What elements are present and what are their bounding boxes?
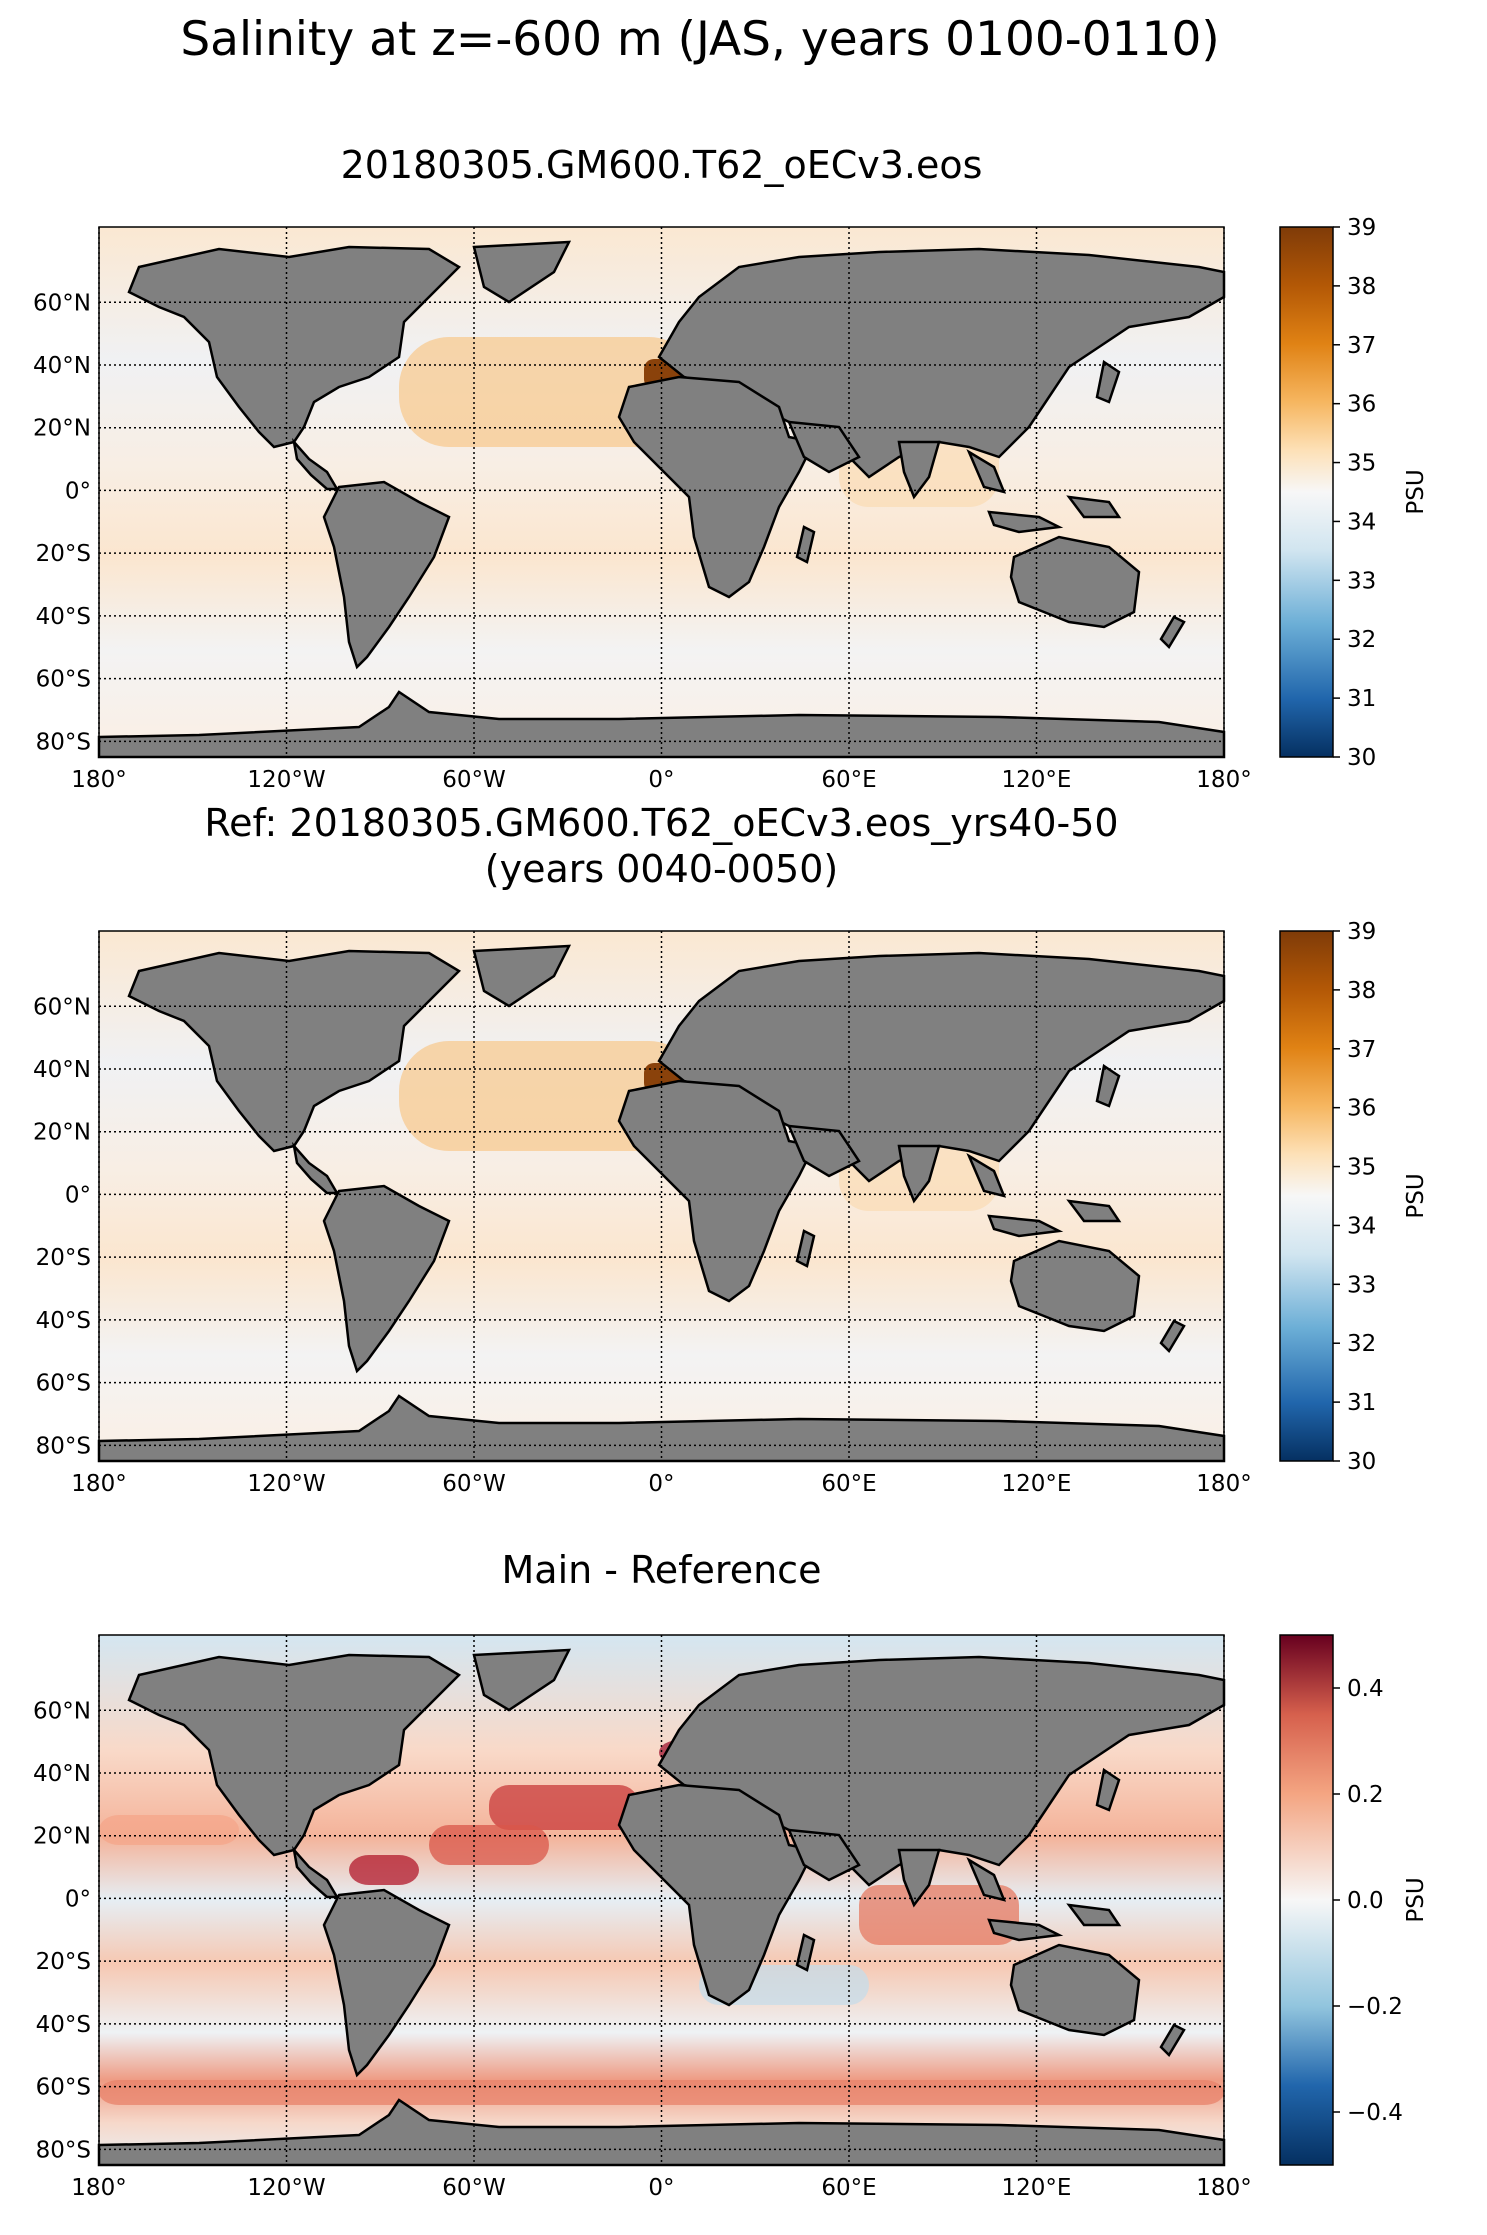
lon-tick-label: 180° (71, 2175, 126, 2201)
lon-tick-label: 120°W (247, 1471, 325, 1497)
panel-title-reference-line1: Ref: 20180305.GM600.T62_oECv3.eos_yrs40-… (204, 801, 1119, 845)
figure-title: Salinity at z=-600 m (JAS, years 0100-01… (180, 12, 1220, 67)
colorbar-label: PSU (1403, 1877, 1429, 1922)
lat-tick-label: 0° (65, 1886, 91, 1912)
colorbar-tick-label: 0.2 (1347, 1782, 1384, 1808)
lat-tick-label: 20°S (36, 1245, 91, 1271)
colorbar-tick-label: 31 (1347, 686, 1376, 712)
lon-tick-label: 60°E (821, 1471, 876, 1497)
map-frame (98, 930, 1225, 1462)
anomaly-patch (349, 1855, 419, 1885)
lon-tick-label: 0° (648, 767, 674, 793)
colorbar-tick-label: 30 (1347, 1449, 1376, 1475)
anomaly-patch (99, 1815, 239, 1845)
colorbar-tick-label: 37 (1347, 333, 1376, 359)
anomaly-patch (489, 1785, 639, 1830)
colorbar-reference (1279, 930, 1334, 1462)
lat-tick-label: 60°S (36, 1371, 91, 1397)
colorbar-tick-label: −0.4 (1347, 2100, 1403, 2126)
lon-tick-label: 120°E (1002, 2175, 1072, 2201)
colorbar-tick-label: 38 (1347, 978, 1376, 1004)
lon-tick-label: 120°E (1002, 1471, 1072, 1497)
colorbar-tick-label: 34 (1347, 509, 1376, 535)
lon-tick-label: 0° (648, 1471, 674, 1497)
lat-tick-label: 20°S (36, 541, 91, 567)
colorbar-tick-label: 30 (1347, 745, 1376, 771)
anomaly-patch (859, 1885, 1019, 1945)
map-frame (98, 226, 1225, 758)
lon-tick-label: 60°E (821, 2175, 876, 2201)
lat-tick-label: 60°N (33, 994, 91, 1020)
lon-tick-label: 60°W (442, 767, 506, 793)
lat-tick-label: 40°S (36, 604, 91, 630)
colorbar-tick-label: 36 (1347, 1096, 1376, 1122)
lat-tick-label: 60°N (33, 1698, 91, 1724)
colorbar-tick-label: 36 (1347, 392, 1376, 418)
lat-tick-label: 40°N (33, 353, 91, 379)
lat-tick-label: 80°S (36, 2137, 91, 2163)
colorbar-tick-label: 35 (1347, 451, 1376, 477)
lat-tick-label: 20°N (33, 416, 91, 442)
map-panel-difference: 60°N 40°N 20°N 0° 20°S 40°S 60°S 80°S 180° 120°W 6… (33, 1634, 1429, 2201)
colorbar-tick-label: 31 (1347, 1390, 1376, 1416)
colorbar-tick-label: 33 (1347, 568, 1376, 594)
lat-tick-label: 0° (65, 1182, 91, 1208)
map-panel-main: 60°N 40°N 20°N 0° 20°S 40°S 60°S 80°S 180° 120°W 6… (33, 215, 1429, 793)
colorbar-tick-label: 32 (1347, 627, 1376, 653)
lon-tick-label: 180° (71, 767, 126, 793)
panel-title-reference-line2: (years 0040-0050) (484, 847, 839, 891)
lat-tick-label: 40°S (36, 2012, 91, 2038)
lat-tick-label: 40°N (33, 1761, 91, 1787)
colorbar-tick-label: 35 (1347, 1155, 1376, 1181)
lat-tick-label: 40°S (36, 1308, 91, 1334)
lat-tick-label: 80°S (36, 1433, 91, 1459)
lat-tick-label: 20°N (33, 1824, 91, 1850)
colorbar-label: PSU (1403, 1173, 1429, 1218)
anomaly-patch (429, 1825, 549, 1865)
lon-tick-label: 180° (1196, 1471, 1251, 1497)
map-panel-reference: 60°N 40°N 20°N 0° 20°S 40°S 60°S 80°S 180° 120°W 6… (33, 919, 1429, 1497)
colorbar-tick-label: 32 (1347, 1331, 1376, 1357)
lon-tick-label: 120°W (247, 2175, 325, 2201)
lon-tick-label: 60°W (442, 2175, 506, 2201)
colorbar-tick-label: 34 (1347, 1213, 1376, 1239)
colorbar-difference (1279, 1634, 1334, 2166)
colorbar-tick-label: 0.0 (1347, 1888, 1384, 1914)
lat-tick-label: 80°S (36, 729, 91, 755)
colorbar-tick-label: 0.4 (1347, 1676, 1384, 1702)
lon-tick-label: 60°E (821, 767, 876, 793)
panel-title-difference: Main - Reference (501, 1548, 822, 1592)
colorbar-main (1279, 226, 1334, 758)
colorbar-tick-label: 33 (1347, 1272, 1376, 1298)
lon-tick-label: 0° (648, 2175, 674, 2201)
lon-tick-label: 180° (1196, 767, 1251, 793)
colorbar-label: PSU (1403, 469, 1429, 514)
colorbar-tick-label: −0.2 (1347, 1994, 1403, 2020)
lat-tick-label: 0° (65, 478, 91, 504)
map-frame (98, 1634, 1225, 2166)
lat-tick-label: 60°S (36, 2075, 91, 2101)
lat-tick-label: 20°S (36, 1949, 91, 1975)
lon-tick-label: 120°W (247, 767, 325, 793)
colorbar-tick-label: 37 (1347, 1037, 1376, 1063)
lon-tick-label: 60°W (442, 1471, 506, 1497)
colorbar-tick-label: 39 (1347, 215, 1376, 241)
colorbar-tick-label: 39 (1347, 919, 1376, 945)
lat-tick-label: 40°N (33, 1057, 91, 1083)
lat-tick-label: 60°N (33, 290, 91, 316)
lon-tick-label: 180° (1196, 2175, 1251, 2201)
lon-tick-label: 180° (71, 1471, 126, 1497)
lat-tick-label: 20°N (33, 1120, 91, 1146)
lat-tick-label: 60°S (36, 667, 91, 693)
colorbar-tick-label: 38 (1347, 274, 1376, 300)
lon-tick-label: 120°E (1002, 767, 1072, 793)
panel-title-main: 20180305.GM600.T62_oECv3.eos (340, 143, 983, 187)
